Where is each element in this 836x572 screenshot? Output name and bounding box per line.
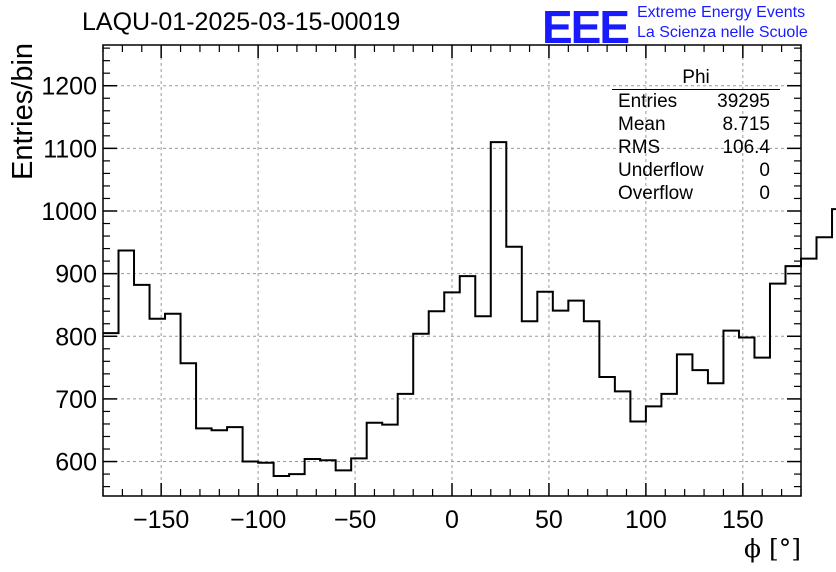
stats-label: Mean: [618, 114, 666, 135]
stats-box: Phi Entries 39295 Mean 8.715 RMS 106.4 U…: [612, 68, 780, 205]
histogram-line: [103, 141, 836, 477]
stats-value: 0: [759, 160, 770, 181]
x-tick-label: 0: [445, 506, 459, 534]
histogram-bin: [754, 358, 770, 496]
histogram-bin: [817, 237, 833, 496]
grid-lines: [103, 45, 801, 496]
histogram-bin: [196, 428, 212, 496]
y-tick-label: 1100: [43, 135, 97, 163]
histogram-bin: [692, 370, 708, 496]
histogram-bin: [522, 321, 538, 496]
histogram-bin: [506, 247, 522, 496]
histogram-bin: [227, 427, 243, 496]
histogram-bin: [475, 316, 491, 496]
stats-label: Entries: [618, 91, 678, 112]
histogram-bin: [661, 394, 677, 496]
stats-value: 106.4: [722, 137, 770, 158]
logo-caption: Extreme Energy Events La Scienza nelle S…: [637, 3, 808, 43]
stats-row-mean: Mean 8.715: [612, 113, 780, 136]
histogram-bin: [103, 333, 119, 496]
histogram-bin: [770, 284, 786, 496]
histogram-bin: [181, 363, 197, 496]
histogram-bin: [382, 425, 398, 496]
histogram-bin: [134, 285, 150, 496]
stats-row-underflow: Underflow 0: [612, 159, 780, 182]
plot-title: LAQU-01-2025-03-15-00019: [82, 8, 401, 36]
logo-caption-line1: Extreme Energy Events: [637, 4, 806, 21]
histogram-bin: [413, 334, 429, 496]
stats-value: 0: [759, 183, 770, 204]
histogram-bin: [429, 311, 445, 496]
stats-label: Underflow: [618, 160, 704, 181]
histogram-bin: [801, 259, 817, 496]
histogram-bin: [630, 421, 646, 496]
histogram-bin: [491, 142, 507, 496]
histogram-bin: [537, 292, 553, 496]
eee-logo: EEE: [542, 1, 630, 53]
y-tick-label: 700: [55, 386, 97, 414]
stats-row-overflow: Overflow 0: [612, 182, 780, 205]
histogram-bin: [351, 458, 367, 496]
histogram-bin: [832, 209, 836, 496]
histogram-bin: [398, 394, 414, 496]
histogram-bin: [274, 476, 290, 496]
histogram-bin: [444, 292, 460, 496]
histogram-bin: [599, 377, 615, 496]
tick-labels: −150 −100 −50 0 50 100 150 600 700 800 900 1000 1100…: [41, 73, 763, 534]
stats-row-entries: Entries 39295: [612, 90, 780, 113]
logo-caption-line2: La Scienza nelle Scuole: [637, 24, 808, 41]
y-tick-label: 1200: [41, 73, 97, 101]
stats-label: Overflow: [618, 183, 693, 204]
histogram-bin: [553, 311, 569, 496]
histogram-bin: [568, 301, 584, 496]
stats-title: Phi: [612, 68, 780, 90]
histogram-bin: [320, 460, 336, 496]
histogram-bin: [723, 331, 739, 496]
x-tick-label: 150: [722, 506, 764, 534]
histogram-bin: [305, 459, 321, 496]
histogram-bin: [258, 463, 274, 496]
histogram-bin: [677, 354, 693, 496]
stats-label: RMS: [618, 137, 661, 158]
histogram-bin: [584, 321, 600, 496]
histogram-bin: [212, 430, 228, 496]
axis-ticks: [102, 45, 802, 496]
y-tick-label: 900: [55, 261, 97, 289]
x-tick-label: −50: [334, 506, 376, 534]
x-axis-label: ϕ [°]: [744, 534, 801, 563]
histogram-bin: [615, 391, 631, 496]
histogram-bin: [367, 423, 383, 496]
x-tick-label: −100: [230, 506, 286, 534]
histogram-bin: [336, 470, 352, 496]
histogram-bin: [119, 250, 135, 496]
stats-row-rms: RMS 106.4: [612, 136, 780, 159]
histogram-bin: [739, 338, 755, 496]
histogram-bin: [243, 462, 259, 496]
y-tick-label: 600: [55, 449, 97, 477]
y-axis-label: Entries/bin: [7, 43, 39, 180]
histogram-bin: [460, 276, 476, 496]
histogram-bin: [150, 319, 166, 496]
x-tick-label: 100: [625, 506, 667, 534]
stats-value: 39295: [717, 91, 770, 112]
histogram: [103, 141, 836, 496]
stats-value: 8.715: [722, 114, 770, 135]
histogram-bin: [708, 383, 724, 496]
x-tick-label: −150: [133, 506, 189, 534]
y-tick-label: 1000: [41, 198, 97, 226]
histogram-bin: [165, 314, 181, 496]
histogram-bin: [646, 406, 662, 496]
x-tick-label: 50: [535, 506, 563, 534]
y-tick-label: 800: [55, 323, 97, 351]
